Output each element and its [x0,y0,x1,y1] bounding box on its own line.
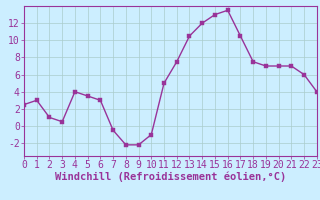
X-axis label: Windchill (Refroidissement éolien,°C): Windchill (Refroidissement éolien,°C) [55,172,286,182]
